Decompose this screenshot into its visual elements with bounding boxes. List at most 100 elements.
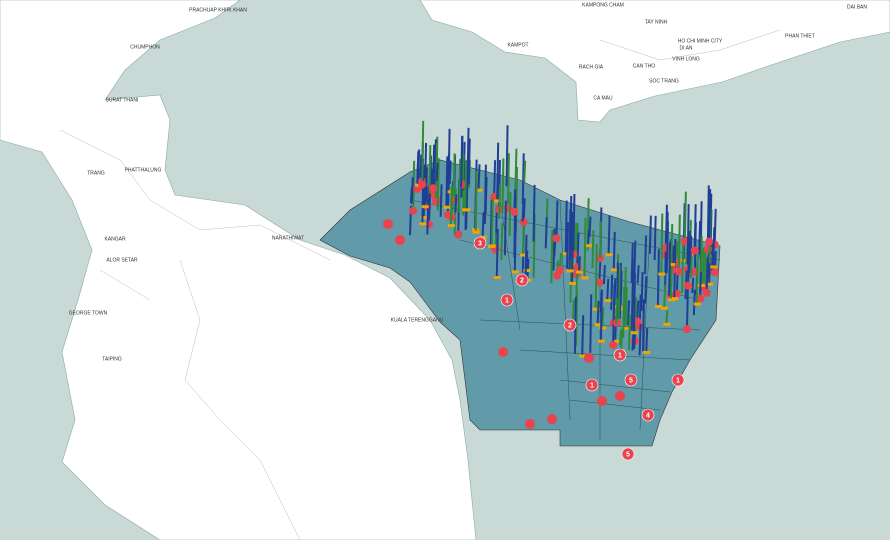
marker: [515, 273, 529, 287]
well-spike: [521, 153, 525, 204]
well-dot: [395, 235, 405, 245]
field-patch: [658, 272, 666, 276]
well-spike: [599, 221, 603, 258]
field-patch: [447, 224, 455, 228]
well-spike: [501, 158, 505, 214]
well-dot: [498, 347, 508, 357]
well-spike: [495, 228, 499, 278]
well-spike: [417, 149, 421, 185]
field-patch: [566, 269, 574, 273]
well-dot: [454, 230, 463, 239]
well-dot: [510, 207, 519, 216]
well-spike: [553, 239, 557, 257]
well-dot: [615, 391, 625, 401]
field-patch: [585, 244, 593, 248]
well-dot: [584, 353, 594, 363]
borders: [59, 29, 781, 540]
well-dot: [683, 281, 692, 290]
marker: [671, 373, 685, 387]
well-spike: [489, 199, 493, 247]
well-spike: [601, 307, 605, 328]
well-spike: [523, 160, 527, 183]
field-patch: [488, 244, 496, 248]
place-label: PHATTHALUNG: [125, 167, 162, 173]
well-dot: [702, 288, 711, 297]
place-label: SURAT THANI: [106, 97, 139, 103]
place-label: PHAN THIET: [785, 33, 815, 39]
well-spike: [439, 184, 443, 217]
well-spike: [589, 294, 593, 353]
field-patch: [630, 331, 638, 335]
well-spike: [448, 160, 452, 185]
well-spike: [627, 300, 631, 326]
well-spike: [630, 286, 634, 331]
well-spike: [698, 221, 702, 255]
well-spike: [436, 158, 440, 211]
well-spike: [617, 265, 621, 327]
field-patch: [421, 205, 429, 209]
marker: [500, 293, 514, 307]
well-spike: [574, 222, 578, 256]
place-label: KAMPONG CHAM: [582, 2, 624, 8]
field-patch: [520, 253, 528, 257]
well-spike: [461, 154, 465, 185]
well-spike: [631, 331, 635, 351]
well-spike: [496, 142, 500, 201]
well-spike: [465, 166, 469, 210]
well-dot: [609, 341, 618, 350]
well-spike: [689, 256, 693, 278]
well-spike: [630, 258, 634, 276]
well-dot: [680, 237, 689, 246]
well-spike: [640, 271, 644, 311]
well-dot: [696, 294, 705, 303]
well-spike: [426, 199, 430, 235]
place-label: CHUMPHON: [130, 44, 160, 50]
well-spike: [460, 135, 464, 188]
field-patch: [472, 230, 480, 234]
place-label: ALOR SETAR: [106, 257, 138, 263]
field-patch: [462, 208, 470, 212]
well-spike: [505, 125, 509, 187]
marker-label: 2: [568, 322, 572, 329]
well-dot: [595, 253, 604, 262]
well-spike: [620, 328, 624, 351]
field-patch: [680, 259, 688, 263]
well-spike: [506, 153, 510, 209]
place-label: SOC TRANG: [649, 78, 679, 84]
marker-label: 1: [676, 377, 680, 384]
well-spike: [683, 191, 687, 242]
marker: [621, 447, 635, 461]
well-spike: [602, 265, 606, 285]
well-spike: [564, 200, 568, 254]
well-spike: [498, 184, 502, 219]
field-patch: [661, 306, 669, 310]
well-spike: [638, 323, 642, 356]
well-spike: [532, 184, 536, 242]
well-dot: [555, 266, 564, 275]
field-patch: [612, 339, 620, 343]
well-spike: [508, 192, 512, 237]
well-spike: [677, 214, 681, 272]
marker: [613, 348, 627, 362]
well-spike: [500, 222, 504, 261]
well-dot: [597, 396, 607, 406]
well-spike: [644, 235, 648, 275]
well-spike: [410, 177, 414, 204]
well-spike: [432, 144, 436, 189]
well-spike: [583, 217, 587, 278]
well-spike: [571, 224, 575, 283]
well-spike: [653, 215, 657, 261]
well-spike: [447, 128, 451, 192]
well-spike: [665, 307, 669, 324]
field-patch: [667, 298, 675, 302]
place-label: TRANG: [87, 170, 105, 176]
well-spike: [606, 278, 610, 301]
well-spike: [656, 249, 660, 306]
field-patch: [523, 268, 531, 272]
well-spike: [633, 331, 637, 350]
well-spike: [521, 199, 525, 222]
well-spike: [612, 232, 616, 270]
well-spike: [435, 162, 439, 182]
field-patch: [706, 282, 714, 286]
